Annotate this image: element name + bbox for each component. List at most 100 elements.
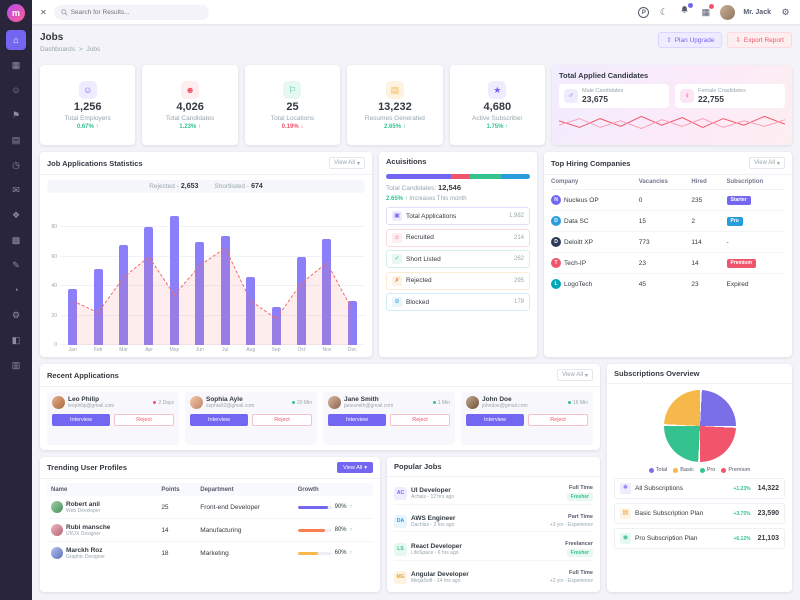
stat-delta: 2.65% ↑ <box>384 123 406 130</box>
y-tick: 0 <box>54 342 57 348</box>
all-subscriptions-icon: ❖ <box>620 483 631 494</box>
bar-chart: 0 20 40 60 80 <box>47 198 365 348</box>
pro-plan-icon: ◉ <box>620 533 631 544</box>
notifications-bell-icon[interactable] <box>678 3 694 19</box>
sidebar-item-components[interactable]: ❖ <box>6 205 26 225</box>
apps-grid-icon[interactable]: ▦ <box>699 3 715 19</box>
bar-Nov <box>322 239 332 345</box>
male-icon: ♂ <box>564 89 578 103</box>
x-tick: Jan <box>68 347 77 353</box>
popular-jobs-card: Popular Jobs AC UI Developer Achais - 12 … <box>387 457 600 592</box>
bar-Apr <box>144 227 154 345</box>
job-tag: Fresher <box>566 493 593 501</box>
shortlisted-icon: ✓ <box>392 254 402 264</box>
interview-button[interactable]: Interview <box>190 414 248 426</box>
locations-icon: ⚐ <box>283 80 302 99</box>
sidebar-item-forms[interactable]: ✎ <box>6 255 26 275</box>
sidebar-item-settings[interactable]: ⚙ <box>6 305 26 325</box>
list-item: MG Angular Developer MegaSoft - 14 hrs ag… <box>394 567 593 587</box>
male-label: Male Candidates <box>582 88 624 94</box>
reject-button[interactable]: Reject <box>390 414 450 426</box>
sidebar-item-charts[interactable]: ◔ <box>6 280 26 300</box>
stat-label: Total Employers <box>64 114 111 122</box>
sidebar-item-tables[interactable]: ▩ <box>6 230 26 250</box>
growth-bar <box>297 505 329 509</box>
stat-value: 13,232 <box>378 100 412 113</box>
bar-Dec <box>347 300 357 345</box>
main-area: ✕ P ☾ ▦ Mr. Jack ⚙ Jobs <box>32 0 800 600</box>
settings-gear-icon[interactable]: ⚙ <box>781 6 790 17</box>
interview-button[interactable]: Interview <box>52 414 110 426</box>
sidebar-item-auth[interactable]: ◧ <box>6 330 26 350</box>
export-report-button[interactable]: ⇩ Export Report <box>727 32 792 48</box>
forms-icon: ✎ <box>12 259 20 270</box>
table-row: T Tech-IP 23 14 Premium <box>551 253 785 274</box>
search-input[interactable] <box>70 8 202 16</box>
reject-button[interactable]: Reject <box>114 414 174 426</box>
list-item: DA AWS Engineer Dachlas - 2 hrs ago Part … <box>394 511 593 532</box>
sidebar-item-jobs[interactable]: ⚑ <box>6 105 26 125</box>
interview-button[interactable]: Interview <box>328 414 386 426</box>
breadcrumb-root[interactable]: Dashboards <box>40 46 76 53</box>
bar-Oct <box>297 256 306 345</box>
menu-toggle-icon[interactable]: ✕ <box>40 7 47 17</box>
company-initials: LS <box>394 542 407 556</box>
table-row: L LogoTech 45 23 Expired <box>551 274 785 294</box>
subscription-badge: Expired <box>726 280 749 288</box>
avatar <box>190 396 203 409</box>
acquisitions-list: ▣ Total Applications 1,982 ☺ Recruited 214 ✓… <box>386 207 530 311</box>
list-item: ◉ Pro Subscription Plan +6.12% 21,103 <box>614 528 785 549</box>
sidebar-item-widgets[interactable]: ▦ <box>6 55 26 75</box>
bell-icon <box>681 6 688 14</box>
chevron-down-icon: ▾ <box>356 160 360 167</box>
stat-card-subscribers: ★ 4,680 Active Subscriber 1.75% ↑ <box>449 65 545 145</box>
user-name[interactable]: Mr. Jack <box>743 8 771 16</box>
reject-button[interactable]: Reject <box>252 414 312 426</box>
recent-view-all[interactable]: View All ▾ <box>557 369 593 381</box>
sidebar-item-documents[interactable]: ▤ <box>6 130 26 150</box>
interview-button[interactable]: Interview <box>466 414 524 426</box>
sidebar-item-home[interactable]: ⌂ <box>6 30 26 50</box>
job-stats-view-all[interactable]: View All ▾ <box>329 157 365 169</box>
arrow-up-icon: ↑ <box>349 504 353 510</box>
language-icon[interactable]: P <box>638 6 650 18</box>
sidebar-item-mail[interactable]: ✉ <box>6 180 26 200</box>
apps-badge <box>709 3 715 9</box>
user-avatar[interactable] <box>720 4 736 20</box>
bar-Mar <box>119 245 129 345</box>
company-logo: D <box>551 216 561 226</box>
page-content: Jobs Dashboards > Jobs ⇧ Plan Upgrade ⇩ … <box>32 24 800 600</box>
stat-label: Resumes Generated <box>364 114 425 122</box>
stat-delta: 1.23% ↑ <box>179 123 201 130</box>
bar-Jun <box>195 242 205 345</box>
list-item: ▤ Basic Subscription Plan +3.75% 23,590 <box>614 503 785 524</box>
trending-view-all-button[interactable]: View All ▾ <box>337 462 373 473</box>
dark-mode-icon[interactable]: ☾ <box>659 6 668 17</box>
male-value: 23,675 <box>582 94 608 104</box>
list-item: ☺ Recruited 214 <box>386 228 530 247</box>
applicant-card: Sophia Ayle sophia02@gmail.com 20 Min Int… <box>185 392 317 445</box>
progress-segment <box>450 174 470 179</box>
reject-button[interactable]: Reject <box>528 414 588 426</box>
page-header: Jobs Dashboards > Jobs ⇧ Plan Upgrade ⇩ … <box>40 32 792 58</box>
sidebar-item-pages[interactable]: ▥ <box>6 355 26 375</box>
sidebar-item-users[interactable]: ☺ <box>6 80 26 100</box>
female-candidates-card: ♀ Female Cnadidates 22,755 <box>675 84 785 108</box>
sidebar: m ⌂ ▦ ☺ ⚑ ▤ ◷ ✉ ❖ ▩ ✎ ◔ ⚙ ◧ ▥ <box>0 0 32 600</box>
acquisitions-card: Acuisitions Total Candidates: 12,546 2.6… <box>379 152 537 357</box>
list-item: ▣ Total Applications 1,982 <box>386 207 530 225</box>
list-item: ✓ Short Listed 262 <box>386 250 530 268</box>
list-item: ❖ All Subscriptions +1.23% 14,322 <box>614 478 785 499</box>
applicant-card: John Doe johndoe@gmail.com 16 Min Intervi… <box>461 392 593 445</box>
stat-card-candidates: ☻ 4,026 Total Candidates 1.23% ↑ <box>142 65 238 145</box>
plan-upgrade-button[interactable]: ⇧ Plan Upgrade <box>658 32 723 48</box>
popular-jobs-title: Popular Jobs <box>394 462 442 471</box>
search-bar[interactable] <box>53 4 209 20</box>
bar-Jan <box>68 289 78 345</box>
x-tick: Oct <box>297 347 306 353</box>
sidebar-item-calendar[interactable]: ◷ <box>6 155 26 175</box>
growth-bar <box>297 551 318 555</box>
top-hiring-view-all[interactable]: View All ▾ <box>749 157 785 169</box>
acquisitions-progress <box>386 174 530 179</box>
app-logo[interactable]: m <box>7 4 25 22</box>
